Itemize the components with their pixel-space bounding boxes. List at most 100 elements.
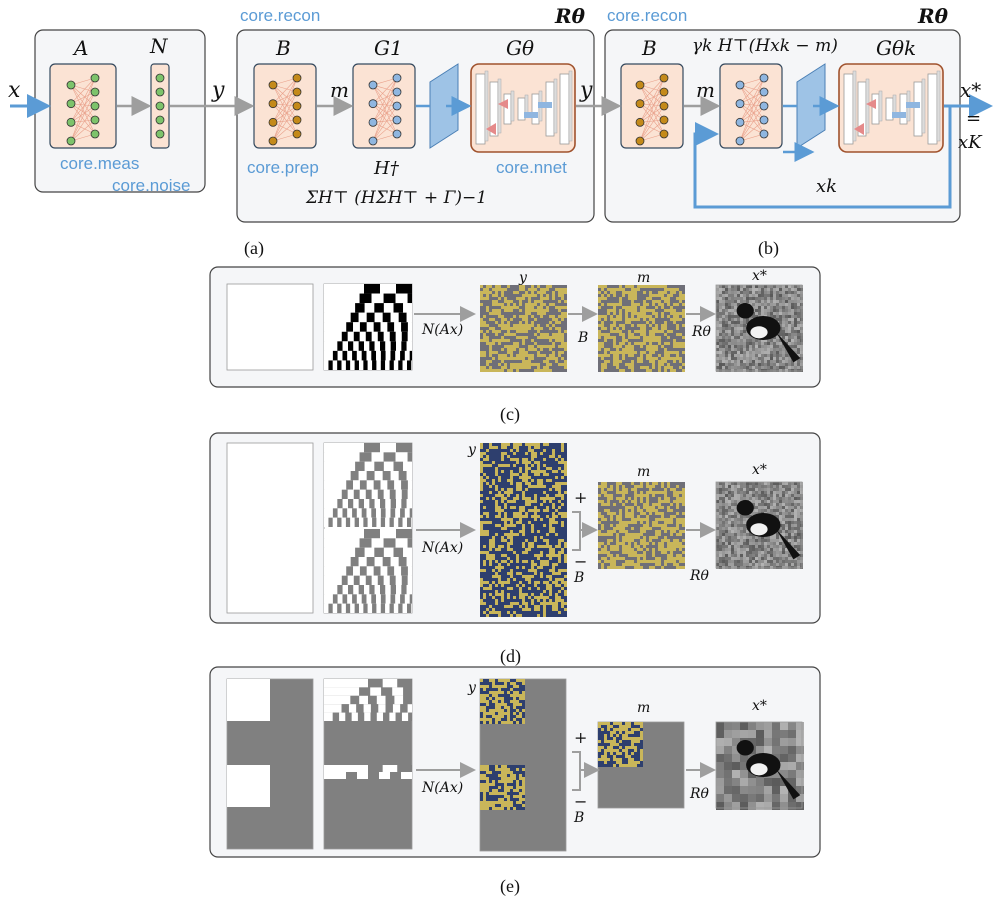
noise-pixel [652, 363, 655, 366]
noise-pixel [504, 512, 507, 515]
bird-pixel [758, 303, 761, 306]
noise-pixel [549, 461, 552, 464]
noise-pixel [498, 285, 501, 288]
noise-pixel [525, 548, 528, 551]
bird-pixel [737, 324, 740, 327]
bird-pixel [770, 306, 773, 309]
noise-pixel [655, 509, 658, 512]
noise-pixel [552, 443, 555, 446]
bird-pixel [782, 297, 785, 300]
bird-pixel [737, 360, 740, 363]
noise-pixel [640, 512, 643, 515]
noise-pixel [522, 521, 525, 524]
noise-pixel [637, 518, 640, 521]
noise-pixel [531, 285, 534, 288]
noise-pixel [598, 285, 601, 288]
bird-pixel [731, 330, 734, 333]
noise-pixel [480, 443, 483, 446]
bird-pixel [764, 297, 767, 300]
noise-pixel [525, 345, 528, 348]
pattern-cell [374, 566, 381, 575]
bird-pixel [731, 369, 734, 372]
noise-pixel [537, 461, 540, 464]
noise-pixel [555, 345, 558, 348]
noise-pixel [489, 363, 492, 366]
bird-pixel [764, 348, 767, 351]
pattern-cell [385, 604, 389, 613]
noise-pixel [664, 315, 667, 318]
bird-pixel [800, 297, 803, 300]
noise-pixel [619, 318, 622, 321]
noise-pixel [555, 554, 558, 557]
noise-pixel [610, 297, 613, 300]
pattern-cell [347, 594, 352, 603]
noise-pixel [679, 342, 682, 345]
bird-pixel [743, 297, 746, 300]
pattern-cell [374, 548, 384, 557]
noise-pixel [495, 569, 498, 572]
noise-pixel [598, 348, 601, 351]
noise-pixel [558, 599, 561, 602]
bird-pixel [782, 366, 785, 369]
noise-pixel [540, 593, 543, 596]
noise-pixel [558, 512, 561, 515]
noise-pixel [610, 315, 613, 318]
bird-pixel [734, 297, 737, 300]
pattern-cell [333, 604, 337, 613]
bird-pixel [752, 303, 755, 306]
noise-pixel [531, 324, 534, 327]
noise-pixel [492, 363, 495, 366]
noise-pixel [537, 285, 540, 288]
bird-pixel [767, 300, 770, 303]
noise-pixel [616, 348, 619, 351]
noise-pixel [628, 497, 631, 500]
noise-pixel [555, 602, 558, 605]
noise-pixel [652, 288, 655, 291]
noise-pixel [607, 363, 610, 366]
noise-pixel [492, 551, 495, 554]
noise-pixel [625, 309, 628, 312]
noise-pixel [489, 500, 492, 503]
noise-pixel [613, 512, 616, 515]
noise-pixel [667, 503, 670, 506]
noise-pixel [480, 339, 483, 342]
noise-pixel [525, 566, 528, 569]
noise-pixel [492, 572, 495, 575]
noise-pixel [664, 327, 667, 330]
noise-pixel [601, 485, 604, 488]
noise-pixel [534, 512, 537, 515]
noise-pixel [673, 351, 676, 354]
noise-pixel [558, 485, 561, 488]
noise-pixel [516, 294, 519, 297]
noise-pixel [501, 608, 504, 611]
noise-pixel [561, 614, 564, 617]
bird-pixel [800, 336, 803, 339]
bird-pixel [728, 348, 731, 351]
noise-pixel [555, 285, 558, 288]
noise-pixel [561, 306, 564, 309]
noise-pixel [495, 339, 498, 342]
noise-pixel [510, 285, 513, 288]
noise-pixel [646, 482, 649, 485]
noise-pixel [510, 333, 513, 336]
noise-pixel [676, 342, 679, 345]
noise-pixel [610, 327, 613, 330]
noise-pixel [646, 327, 649, 330]
noise-pixel [498, 348, 501, 351]
noise-pixel [537, 581, 540, 584]
noise-pixel [510, 530, 513, 533]
pattern-cell [376, 594, 381, 603]
noise-pixel [483, 557, 486, 560]
noise-pixel [616, 297, 619, 300]
bird-pixel [797, 339, 800, 342]
noise-pixel [501, 345, 504, 348]
noise-pixel [561, 443, 564, 446]
noise-pixel [531, 354, 534, 357]
noise-pixel [604, 336, 607, 339]
noise-pixel [564, 336, 567, 339]
bird-pixel [779, 297, 782, 300]
noise-pixel [652, 294, 655, 297]
noise-pixel [492, 360, 495, 363]
bird-pixel [725, 306, 728, 309]
bird-pixel [761, 360, 764, 363]
